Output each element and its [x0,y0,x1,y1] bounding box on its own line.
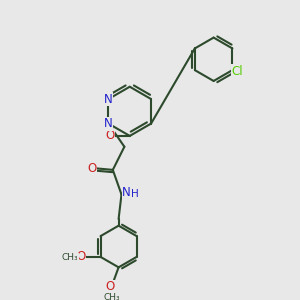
Text: CH₃: CH₃ [62,253,79,262]
Text: Cl: Cl [232,65,243,78]
Text: N: N [104,92,113,106]
Text: N: N [104,117,113,130]
Text: O: O [76,250,86,263]
Text: H: H [131,189,139,199]
Text: CH₃: CH₃ [103,292,120,300]
Text: O: O [105,129,114,142]
Text: O: O [87,162,96,175]
Text: N: N [122,186,131,199]
Text: O: O [106,280,115,293]
